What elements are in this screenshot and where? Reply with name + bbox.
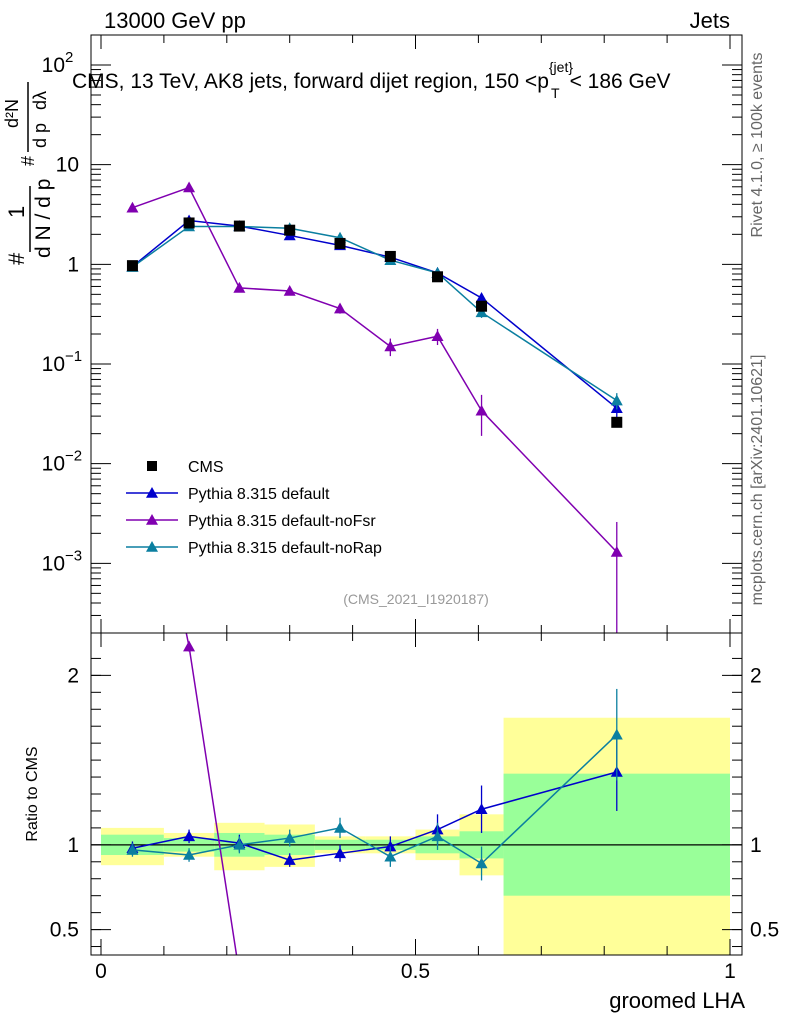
- main-series-group: [126, 181, 623, 633]
- series-marker: [183, 181, 196, 193]
- ratio-marker: [431, 830, 444, 842]
- main-y-tick-exponent: −2: [65, 448, 82, 465]
- main-y-tick-label: 1: [67, 253, 79, 276]
- process-label: Jets: [690, 8, 730, 33]
- cms-data-point: [432, 271, 444, 283]
- legend-cms-label: CMS: [188, 459, 224, 476]
- ratio-line-1: [185, 633, 238, 955]
- cms-data-point: [284, 224, 296, 236]
- series-marker: [126, 201, 139, 213]
- ratio-marker: [384, 850, 397, 862]
- legend-marker-0: [146, 487, 158, 498]
- ratio-marker: [475, 803, 488, 815]
- series-marker: [610, 394, 623, 406]
- ratio-marker: [126, 843, 139, 855]
- series-marker: [283, 285, 296, 296]
- ratio-marker: [334, 821, 347, 833]
- ratio-marker: [334, 847, 347, 859]
- ratio-series-group: [126, 633, 623, 955]
- ratio-y-tick-label: 2: [67, 664, 79, 687]
- main-y-tick-label: 10: [42, 54, 65, 77]
- ratio-x-tick-label: 0.5: [401, 960, 430, 983]
- ratio-y-tick-label-right: 2: [750, 664, 762, 687]
- ratio-marker: [183, 640, 196, 652]
- ylabel-dlambda: dλ: [30, 91, 50, 110]
- main-y-tick-exponent: −1: [65, 348, 82, 365]
- analysis-tag: (CMS_2021_I1920187): [343, 591, 489, 607]
- ratio-marker: [610, 728, 623, 740]
- ratio-x-tick-label: 0: [95, 960, 107, 983]
- ratio-axes: 0.5 0.5 1 1 2 2 0 0.5 1: [50, 633, 779, 983]
- series-marker: [233, 281, 246, 293]
- mcplots-label: mcplots.cern.ch [arXiv:2401.10621]: [749, 355, 766, 606]
- legend-label-1: Pythia 8.315 default-noFsr: [188, 513, 376, 530]
- series-line-2: [132, 225, 618, 402]
- legend-cms-marker: [147, 461, 157, 471]
- cms-data-point: [126, 260, 138, 272]
- energy-label: 13000 GeV pp: [104, 8, 246, 33]
- legend: CMS Pythia 8.315 default Pythia 8.315 defa…: [126, 459, 382, 557]
- series-line-0: [131, 219, 618, 409]
- main-y-axis-label: # 1 d N / d p # d²N d p dλ: [2, 82, 55, 265]
- series-marker: [610, 545, 623, 557]
- ylabel-dn-dpt: d N / d p: [32, 179, 55, 258]
- main-y-tick-label: 10: [42, 453, 65, 476]
- ratio-x-tick-label: 1: [724, 960, 736, 983]
- legend-label-2: Pythia 8.315 default-noRap: [188, 540, 382, 557]
- ylabel-d2n: d²N: [2, 99, 22, 128]
- series-marker: [384, 340, 397, 352]
- legend-marker-1: [146, 514, 158, 525]
- ratio-marker: [475, 857, 488, 869]
- series-marker: [475, 306, 488, 318]
- legend-label-0: Pythia 8.315 default: [188, 486, 330, 503]
- cms-uncertainty-bands: [101, 717, 730, 955]
- title-subscript: T: [551, 85, 560, 101]
- title-superscript: {jet}: [549, 59, 573, 75]
- ylabel-hash-2: #: [18, 156, 38, 166]
- ratio-marker: [183, 849, 196, 860]
- ratio-panel: 0.5 0.5 1 1 2 2 0 0.5 1 Ratio to CMS groomed LHA: [24, 632, 779, 1013]
- ylabel-hash-1: #: [4, 252, 29, 265]
- main-y-tick-label: 10: [42, 353, 65, 376]
- ratio-y-tick-label-right: 1: [750, 834, 762, 857]
- ratio-plot-frame: [90, 632, 743, 956]
- ratio-marker: [233, 838, 246, 850]
- ratio-y-tick-label-right: 0.5: [750, 919, 779, 942]
- title-tail: < 186 GeV: [570, 70, 671, 93]
- title-main: CMS, 13 TeV, AK8 jets, forward dijet reg…: [72, 70, 549, 93]
- cms-data-point: [384, 250, 396, 262]
- ratio-y-axis-label: Ratio to CMS: [24, 746, 41, 841]
- cms-data-point: [611, 416, 623, 428]
- ylabel-one: 1: [4, 206, 29, 218]
- main-y-tick-label: 10: [42, 552, 65, 575]
- ratio-marker: [183, 830, 196, 842]
- series-marker: [475, 404, 488, 416]
- plot-title: CMS, 13 TeV, AK8 jets, forward dijet reg…: [72, 59, 671, 101]
- ylabel-dpt-dlambda: d p: [30, 123, 50, 148]
- cms-data-point: [233, 220, 245, 232]
- cms-data-point: [476, 300, 488, 312]
- legend-marker-2: [146, 541, 158, 552]
- ratio-marker: [384, 840, 397, 852]
- rivet-version-label: Rivet 4.1.0, ≥ 100k events: [749, 53, 766, 238]
- main-y-tick-label: 10: [56, 154, 79, 177]
- series-marker: [431, 330, 444, 342]
- ratio-marker: [283, 854, 296, 865]
- main-y-tick-exponent: 2: [65, 49, 73, 66]
- cms-data-point: [334, 237, 346, 249]
- ratio-y-tick-label: 0.5: [50, 919, 79, 942]
- series-marker: [475, 291, 488, 303]
- ratio-y-tick-label: 1: [67, 834, 79, 857]
- series-marker: [334, 302, 347, 314]
- main-y-tick-exponent: −3: [65, 547, 82, 564]
- cms-data-point: [183, 217, 195, 229]
- ratio-marker: [283, 832, 296, 843]
- x-axis-label: groomed LHA: [609, 988, 745, 1013]
